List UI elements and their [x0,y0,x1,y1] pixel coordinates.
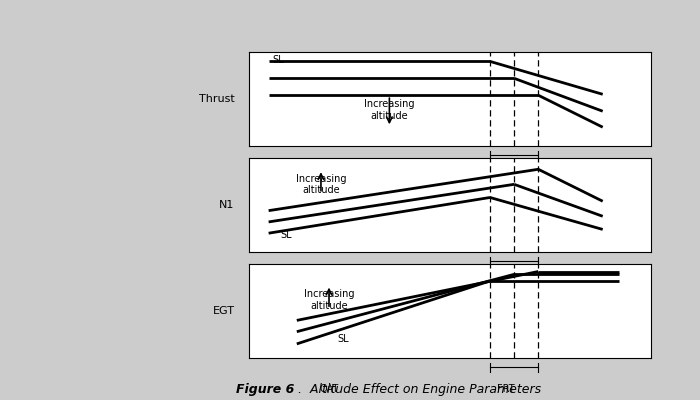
Text: OAT: OAT [319,278,339,288]
Text: FRT: FRT [497,278,515,288]
Text: FRT: FRT [497,172,515,182]
Text: N1: N1 [219,200,234,210]
Text: Thrust: Thrust [199,94,234,104]
Text: Increasing
altitude: Increasing altitude [295,174,346,195]
Text: .  Altitude Effect on Engine Parameters: . Altitude Effect on Engine Parameters [298,384,540,396]
Text: EGT: EGT [213,306,234,316]
Text: SL: SL [281,230,293,240]
Text: SL: SL [337,334,349,344]
Text: Increasing
altitude: Increasing altitude [304,289,354,310]
Text: SL: SL [272,56,284,66]
Text: Increasing
altitude: Increasing altitude [364,100,414,121]
Text: OAT: OAT [319,384,339,394]
Text: OAT: OAT [319,172,339,182]
Text: Figure 6: Figure 6 [236,384,294,396]
Text: FRT: FRT [497,384,515,394]
